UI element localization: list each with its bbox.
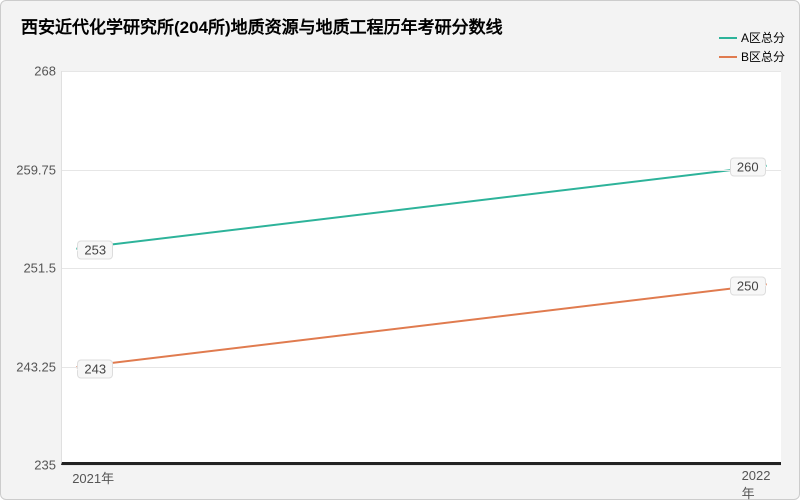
gridline — [62, 170, 781, 171]
legend-label-b: B区总分 — [741, 48, 785, 65]
data-label: 260 — [731, 158, 765, 175]
series-line — [76, 166, 766, 249]
gridline — [62, 71, 781, 72]
y-tick-label: 259.75 — [16, 162, 62, 177]
series-line — [76, 284, 766, 367]
y-tick-label: 243.25 — [16, 359, 62, 374]
legend-item-a: A区总分 — [719, 29, 785, 46]
legend: A区总分 B区总分 — [719, 29, 785, 67]
gridline — [62, 465, 781, 466]
legend-swatch-a — [719, 37, 737, 39]
data-label: 250 — [731, 277, 765, 294]
chart-lines — [62, 71, 781, 462]
gridline — [62, 268, 781, 269]
data-label: 253 — [78, 242, 112, 259]
legend-item-b: B区总分 — [719, 48, 785, 65]
legend-swatch-b — [719, 56, 737, 58]
y-tick-label: 235 — [34, 458, 62, 473]
legend-label-a: A区总分 — [741, 29, 785, 46]
x-tick-label: 2022年 — [742, 462, 771, 502]
plot-area: 235243.25251.5259.752682021年2022年2532602… — [61, 71, 781, 465]
x-tick-label: 2021年 — [72, 462, 114, 487]
chart-title: 西安近代化学研究所(204所)地质资源与地质工程历年考研分数线 — [21, 13, 503, 38]
chart-container: 西安近代化学研究所(204所)地质资源与地质工程历年考研分数线 A区总分 B区总… — [0, 0, 800, 500]
y-tick-label: 268 — [34, 64, 62, 79]
gridline — [62, 367, 781, 368]
data-label: 243 — [78, 361, 112, 378]
y-tick-label: 251.5 — [23, 261, 62, 276]
